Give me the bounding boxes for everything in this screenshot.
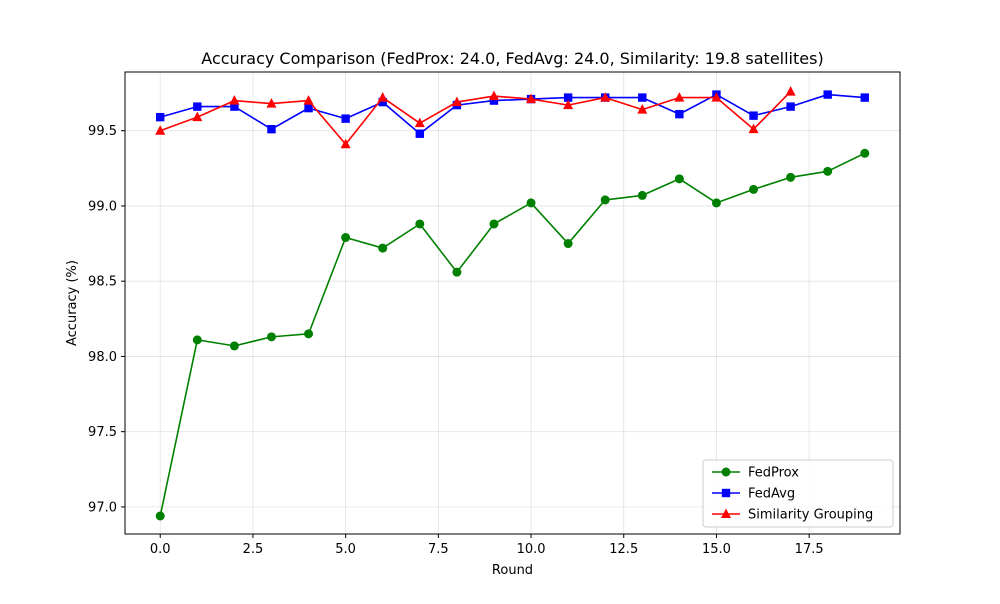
data-point-fedprox — [749, 184, 759, 194]
plot-frame — [124, 71, 901, 535]
x-tick-label: 7.5 — [428, 542, 449, 557]
legend-swatch-marker — [721, 508, 731, 518]
data-point-fedprox — [526, 198, 536, 208]
legend-swatch-marker — [721, 467, 731, 477]
series-fedprox — [155, 148, 870, 521]
data-point-fedavg — [193, 102, 202, 111]
data-point-fedavg — [156, 112, 165, 122]
data-point-fedavg — [378, 97, 387, 107]
data-point-fedavg — [489, 96, 499, 105]
x-tick-label: 0.0 — [150, 542, 171, 557]
data-point-similarity-grouping — [785, 86, 796, 96]
data-point-similarity-grouping — [488, 90, 499, 101]
ticks: 0.0 2.5 5.0 7.5 10.0 12.5 15.0 17.5 97.0 97.5 98.0… — [88, 124, 824, 557]
series-layer — [155, 86, 870, 521]
legend-label: FedAvg — [748, 487, 795, 502]
data-point-fedavg — [749, 111, 758, 120]
data-point-fedavg — [341, 114, 350, 123]
y-tick-label: 98.0 — [88, 350, 117, 365]
x-tick-label: 5.0 — [335, 542, 356, 557]
legend-swatch-marker — [721, 488, 731, 498]
x-tick-label: 15.0 — [702, 542, 731, 557]
series-line-fedavg — [160, 93, 865, 135]
data-point-fedprox — [489, 219, 499, 229]
y-tick-label: 99.5 — [88, 124, 117, 139]
data-point-fedavg — [230, 102, 239, 111]
legend-label: FedProx — [748, 466, 799, 481]
data-point-similarity-grouping — [526, 93, 537, 104]
x-tick-label: 12.5 — [609, 542, 638, 557]
data-point-fedavg — [415, 129, 424, 138]
data-point-similarity-grouping — [711, 92, 722, 102]
y-tick-label: 98.5 — [88, 275, 117, 290]
data-point-fedprox — [378, 243, 388, 253]
legend-item-fedprox: FedProx — [712, 466, 799, 481]
data-point-fedavg — [860, 93, 869, 102]
chart-title: Accuracy Comparison (FedProx: 24.0, FedA… — [201, 49, 823, 68]
data-point-similarity-grouping — [674, 92, 685, 102]
data-point-fedprox — [674, 174, 684, 184]
x-tick-label: 17.5 — [795, 542, 824, 557]
y-axis-label: Accuracy (%) — [65, 260, 80, 346]
grid — [125, 72, 900, 534]
data-point-similarity-grouping — [377, 92, 388, 102]
series-line-similarity-grouping — [159, 91, 792, 146]
legend-box — [702, 459, 894, 528]
data-point-fedavg — [304, 103, 313, 113]
series-similarity-grouping — [155, 86, 796, 149]
x-tick-label: 2.5 — [243, 542, 264, 557]
y-tick-label: 97.0 — [88, 500, 117, 515]
data-point-fedprox — [452, 267, 462, 277]
data-point-similarity-grouping — [340, 138, 351, 149]
legend-item-similarity-grouping: Similarity Grouping — [712, 508, 873, 523]
data-point-similarity-grouping — [229, 95, 240, 105]
data-point-similarity-grouping — [637, 104, 648, 114]
x-axis-label: Round — [492, 563, 533, 578]
data-point-fedprox — [637, 190, 647, 200]
data-point-similarity-grouping — [414, 117, 425, 128]
y-tick-label: 99.0 — [88, 199, 117, 214]
data-point-similarity-grouping — [600, 92, 611, 102]
data-point-fedprox — [823, 166, 833, 176]
data-point-fedprox — [786, 172, 796, 182]
data-point-fedprox — [229, 341, 239, 351]
data-point-fedavg — [638, 93, 647, 102]
data-point-similarity-grouping — [192, 111, 203, 122]
legend-item-fedavg: FedAvg — [712, 487, 795, 502]
data-point-fedprox — [304, 329, 314, 339]
data-point-fedprox — [155, 511, 165, 521]
data-point-fedavg — [675, 109, 684, 119]
data-point-similarity-grouping — [155, 125, 166, 135]
data-point-fedprox — [415, 219, 425, 229]
legend: FedProx FedAvg Similarity Grouping — [702, 459, 894, 528]
data-point-similarity-grouping — [451, 96, 462, 107]
data-point-fedprox — [341, 233, 351, 243]
data-point-fedprox — [711, 198, 721, 208]
x-tick-label: 10.0 — [517, 542, 546, 557]
data-point-fedprox — [266, 332, 276, 342]
data-point-fedavg — [267, 124, 276, 134]
y-tick-label: 97.5 — [88, 425, 117, 440]
data-point-fedprox — [563, 239, 573, 249]
data-point-fedprox — [192, 335, 202, 345]
data-point-fedavg — [563, 93, 573, 102]
data-point-fedavg — [786, 102, 795, 111]
data-point-similarity-grouping — [303, 95, 314, 105]
legend-label: Similarity Grouping — [748, 508, 873, 523]
series-line-fedprox — [159, 152, 866, 517]
data-point-similarity-grouping — [748, 123, 759, 134]
data-point-similarity-grouping — [266, 98, 277, 108]
data-point-fedprox — [860, 148, 870, 158]
data-point-similarity-grouping — [563, 99, 574, 110]
data-point-fedprox — [600, 195, 610, 205]
data-point-fedavg — [823, 90, 832, 99]
